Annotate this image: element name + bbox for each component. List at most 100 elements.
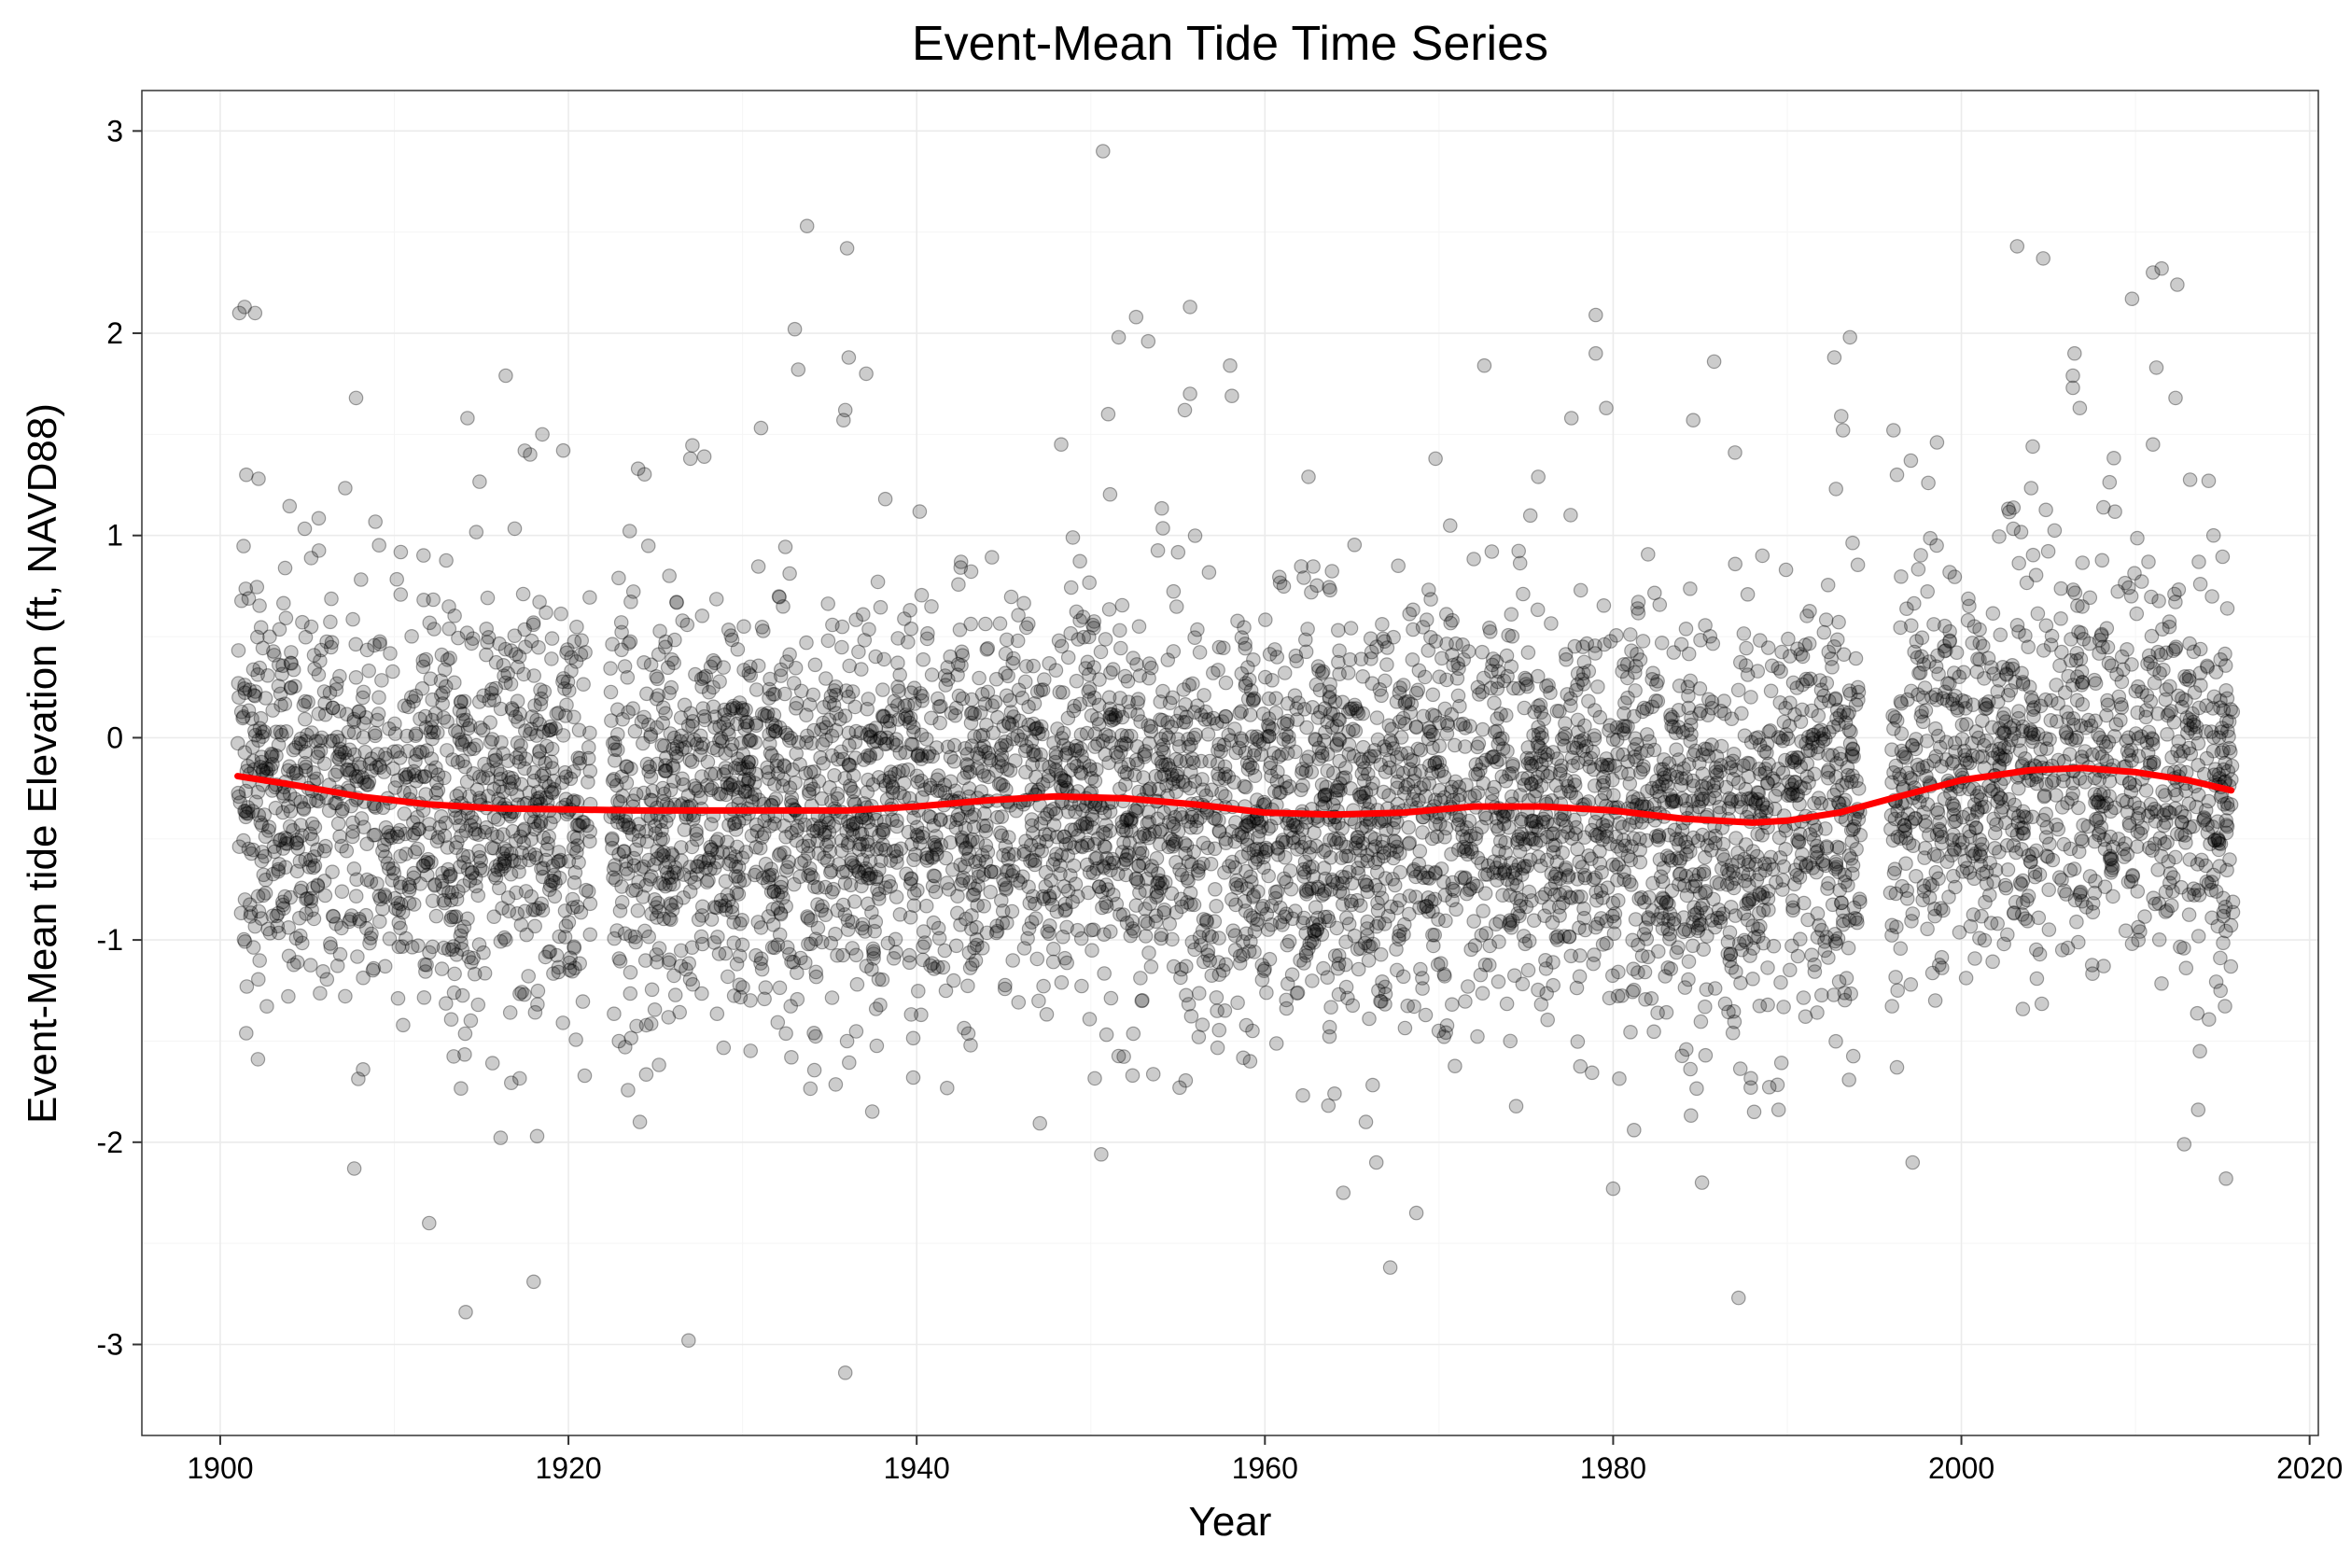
- data-point: [2143, 755, 2158, 770]
- data-point: [1940, 676, 1955, 691]
- data-point: [231, 305, 247, 321]
- data-point: [820, 596, 835, 611]
- data-point: [1550, 929, 1566, 944]
- data-point: [797, 955, 813, 971]
- data-point: [1686, 900, 1701, 915]
- data-point: [1113, 744, 1128, 760]
- data-point: [862, 748, 878, 763]
- data-point: [447, 608, 462, 623]
- data-point: [348, 769, 364, 784]
- data-point: [2011, 704, 2026, 719]
- data-point: [363, 874, 379, 889]
- data-point: [1117, 668, 1133, 684]
- data-point: [539, 842, 554, 858]
- data-point: [1267, 784, 1282, 799]
- data-point: [789, 695, 805, 711]
- data-point: [472, 861, 488, 876]
- data-point: [472, 474, 487, 489]
- data-point: [739, 760, 755, 775]
- data-point: [1236, 1050, 1251, 1066]
- data-point: [622, 524, 637, 539]
- data-point: [2065, 368, 2080, 384]
- data-point: [1958, 971, 1974, 986]
- data-point: [968, 854, 983, 870]
- data-point: [484, 1056, 500, 1071]
- data-point: [1662, 905, 1678, 921]
- data-point: [392, 875, 408, 890]
- data-point: [1739, 640, 1754, 656]
- data-point: [1730, 682, 1746, 698]
- data-point: [2189, 799, 2204, 815]
- data-point: [1000, 762, 1015, 777]
- data-point: [2145, 843, 2160, 858]
- data-point: [251, 733, 266, 748]
- data-point: [1428, 451, 1443, 467]
- data-point: [1913, 548, 1928, 563]
- data-point: [1170, 544, 1186, 560]
- data-point: [2078, 775, 2092, 790]
- data-point: [1024, 812, 1040, 827]
- data-point: [2204, 910, 2219, 926]
- data-point: [231, 676, 246, 691]
- data-point: [442, 868, 458, 884]
- data-point: [712, 674, 727, 689]
- data-point: [1461, 979, 1476, 994]
- data-point: [1361, 953, 1377, 968]
- data-point: [791, 362, 806, 377]
- data-point: [307, 858, 323, 874]
- data-point: [790, 991, 805, 1007]
- data-point: [900, 709, 916, 724]
- data-point: [1476, 357, 1492, 373]
- data-point: [2072, 400, 2088, 415]
- data-point: [2075, 696, 2091, 712]
- data-point: [1759, 745, 1774, 761]
- data-point: [726, 935, 742, 950]
- data-point: [1355, 668, 1370, 684]
- data-point: [465, 631, 481, 646]
- data-point: [245, 739, 260, 755]
- data-point: [799, 635, 814, 651]
- data-point: [693, 929, 709, 945]
- data-point: [2176, 941, 2191, 956]
- data-point: [302, 958, 318, 973]
- data-point: [839, 1033, 855, 1049]
- data-point: [1980, 693, 1996, 709]
- data-point: [250, 972, 266, 987]
- data-point: [2004, 732, 2019, 748]
- data-point: [1073, 727, 1089, 742]
- data-point: [743, 659, 758, 675]
- data-point: [1082, 681, 1098, 696]
- data-point: [539, 605, 553, 621]
- data-point: [723, 777, 738, 792]
- minor-gridlines: [142, 91, 2318, 1435]
- data-point: [2038, 502, 2053, 518]
- data-point: [849, 976, 865, 992]
- data-point: [1845, 535, 1860, 551]
- data-point: [897, 611, 912, 626]
- data-point: [1828, 482, 1843, 497]
- data-point: [998, 665, 1013, 680]
- data-point: [1770, 1102, 1786, 1117]
- data-point: [1247, 691, 1262, 707]
- data-point: [348, 669, 364, 685]
- data-point: [2074, 678, 2090, 693]
- data-point: [2001, 739, 2016, 755]
- data-point: [838, 683, 854, 698]
- data-point: [1590, 679, 1605, 694]
- data-point: [1490, 822, 1506, 837]
- data-point: [1357, 793, 1372, 808]
- data-point: [1084, 707, 1099, 723]
- data-point: [249, 580, 265, 595]
- data-point: [694, 899, 710, 915]
- data-point: [1078, 661, 1093, 676]
- data-point: [301, 694, 315, 709]
- data-point: [881, 874, 896, 889]
- data-point: [2204, 589, 2219, 604]
- data-point: [2089, 811, 2104, 827]
- data-point: [1701, 791, 1717, 806]
- data-point: [231, 643, 246, 658]
- data-point: [567, 709, 581, 725]
- data-point: [1730, 854, 1746, 869]
- data-point: [1114, 597, 1130, 613]
- data-point: [923, 710, 939, 726]
